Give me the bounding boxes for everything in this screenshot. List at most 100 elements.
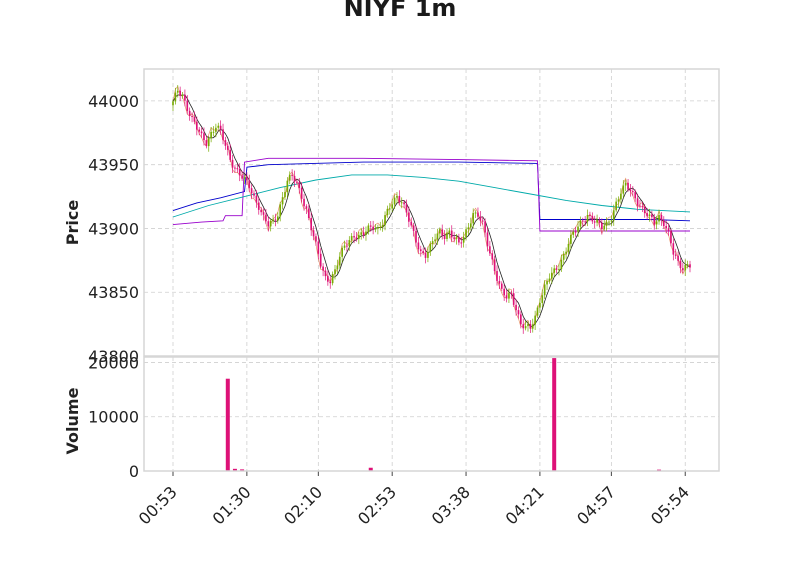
candle-body	[358, 234, 360, 239]
candle-body	[520, 314, 522, 325]
candle-body	[627, 182, 629, 190]
candle-body	[422, 251, 424, 254]
candle-body	[567, 243, 570, 252]
candle-body	[439, 229, 441, 234]
candle-body	[658, 215, 660, 222]
candle-body	[412, 225, 415, 231]
candle-body	[408, 212, 410, 222]
candle-body	[276, 216, 279, 221]
candle-body	[305, 206, 308, 209]
candle-body	[581, 220, 584, 222]
candle-body	[489, 246, 491, 254]
candle-body	[462, 236, 465, 243]
overlay-line	[172, 161, 691, 222]
candle-body	[500, 283, 503, 289]
candle-body	[572, 231, 575, 235]
candle-body	[384, 215, 386, 226]
candle-body	[260, 209, 262, 213]
candle-body	[281, 197, 284, 205]
volume-panel-bg	[144, 357, 719, 471]
candle-body	[360, 232, 363, 235]
candle-body	[248, 180, 251, 189]
candle-body	[491, 253, 494, 260]
candle-body	[250, 188, 253, 194]
candle-body	[660, 215, 663, 221]
x-tick-label: 00:53	[135, 482, 181, 528]
candle-body	[353, 236, 355, 238]
candle-body	[188, 110, 191, 116]
candle-body	[331, 274, 334, 284]
candle-body	[531, 324, 534, 329]
candle-body	[484, 221, 486, 233]
candle-body	[367, 225, 370, 232]
candle-body	[417, 242, 420, 250]
volume-bar	[225, 378, 230, 471]
candle-body	[486, 232, 489, 247]
volume-bar	[240, 469, 245, 471]
overlay-line	[172, 94, 691, 327]
candle-body	[219, 125, 222, 130]
candle-body	[246, 177, 248, 181]
candle-body	[374, 228, 377, 230]
candle-body	[381, 225, 384, 227]
candle-body	[174, 92, 177, 102]
candle-body	[334, 269, 336, 275]
candle-body	[336, 265, 339, 270]
candle-body	[677, 255, 679, 261]
candle-body	[400, 202, 403, 204]
candle-body	[674, 254, 677, 256]
candle-body	[350, 236, 353, 241]
candle-body	[686, 264, 689, 266]
candle-body	[455, 237, 458, 239]
candle-body	[643, 206, 646, 214]
candle-body	[403, 202, 405, 205]
volume-tick-label: 20000	[88, 353, 139, 372]
candle-body	[319, 253, 322, 267]
candle-body	[184, 94, 186, 101]
candle-body	[312, 230, 315, 237]
candle-body	[584, 221, 587, 223]
candle-body	[346, 245, 348, 247]
candle-body	[555, 268, 558, 270]
candle-body	[515, 304, 517, 311]
price-panel-frame	[143, 68, 720, 357]
candle-body	[522, 324, 525, 329]
candle-body	[377, 227, 379, 229]
candle-body	[269, 220, 272, 227]
candle-body	[262, 212, 265, 215]
candle-body	[543, 284, 546, 296]
candle-body	[279, 204, 282, 217]
candle-body	[631, 191, 634, 193]
candle-body	[670, 230, 672, 244]
candle-body	[362, 232, 365, 236]
candle-body	[612, 210, 615, 221]
candle-body	[634, 191, 637, 199]
candle-body	[465, 229, 467, 237]
candle-body	[636, 198, 639, 206]
candle-body	[253, 193, 255, 196]
candle-body	[296, 181, 298, 183]
candle-body	[186, 100, 189, 111]
price-tick-label: 43900	[88, 219, 139, 238]
candle-body	[624, 182, 627, 186]
candle-body	[529, 324, 532, 329]
candle-body	[288, 174, 291, 181]
price-tick-label: 43950	[88, 156, 139, 175]
candle-body	[176, 90, 179, 93]
candle-body	[436, 233, 439, 240]
candle-body	[341, 247, 343, 257]
candle-body	[226, 145, 229, 150]
candle-body	[443, 235, 446, 240]
candle-body	[388, 208, 391, 210]
price-panel-bg	[144, 69, 719, 356]
candle-body	[579, 220, 582, 227]
candle-body	[255, 195, 258, 203]
candle-body	[265, 214, 267, 222]
candle-body	[639, 205, 641, 207]
candle-body	[234, 167, 236, 169]
candle-body	[512, 293, 515, 305]
candle-body	[203, 133, 205, 141]
candle-body	[493, 259, 496, 272]
candle-body	[419, 249, 422, 252]
candle-body	[610, 220, 613, 222]
